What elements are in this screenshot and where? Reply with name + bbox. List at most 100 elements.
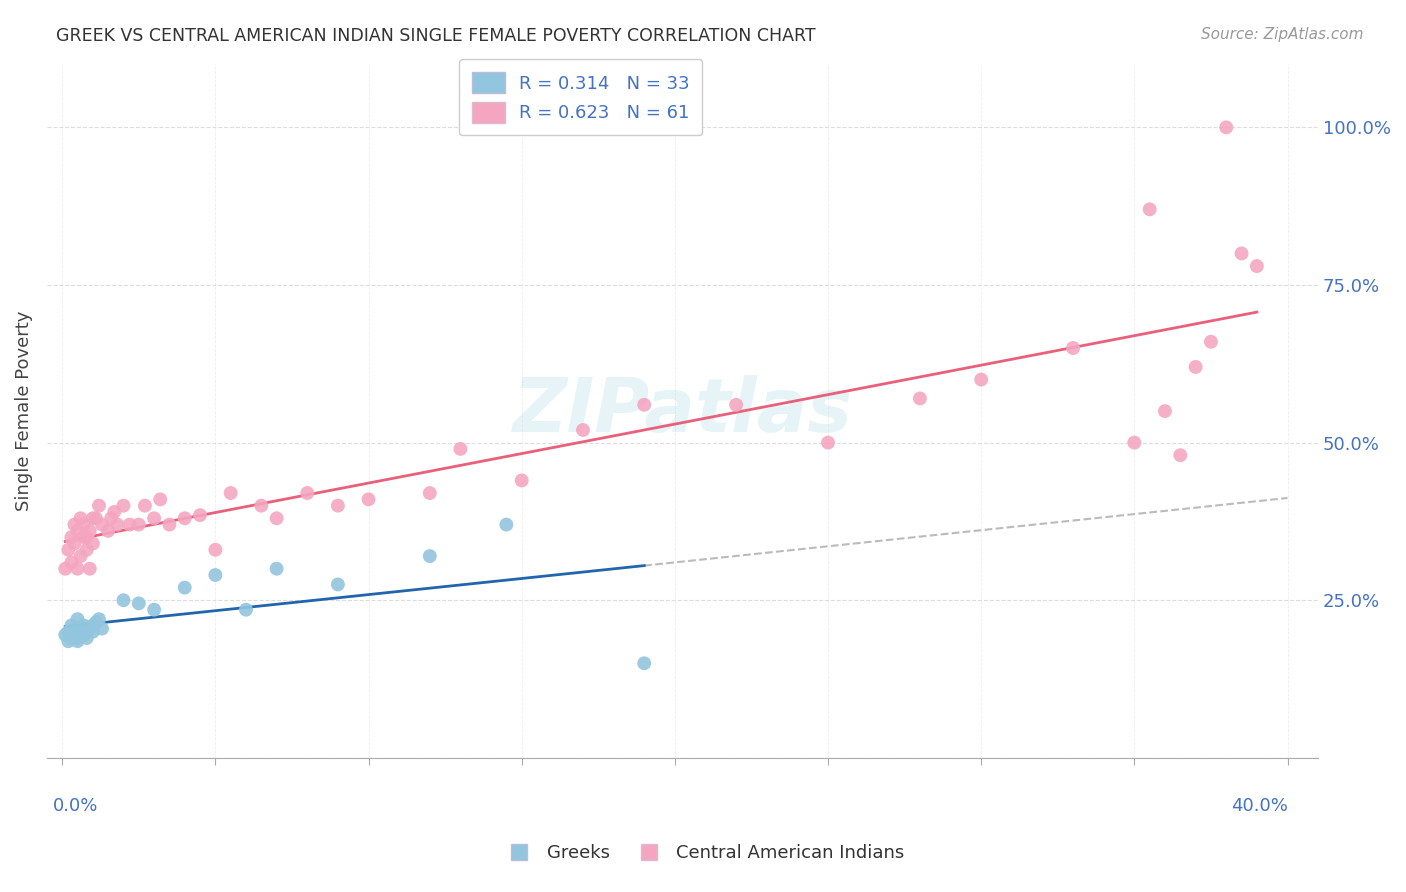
Point (725, 398, 748, 412)
Point (100, 511, 122, 525)
Legend: R = 0.314   N = 33, R = 0.623   N = 61: R = 0.314 N = 33, R = 0.623 N = 61 (460, 60, 702, 136)
Point (1246, 259, 1268, 273)
Point (53, 628, 76, 642)
Point (76, 542, 98, 557)
Point (149, 492, 172, 507)
Point (817, 435, 839, 450)
Point (84, 615, 107, 630)
Point (66, 524, 89, 538)
Point (219, 486, 242, 500)
Point (143, 603, 166, 617)
Text: ZIPatlas: ZIPatlas (513, 375, 852, 448)
Point (72, 628, 94, 642)
Point (69, 628, 91, 642)
Point (103, 505, 125, 519)
Point (79, 622, 101, 636)
Point (266, 562, 288, 576)
Point (118, 517, 141, 532)
Point (235, 603, 257, 617)
Point (1184, 359, 1206, 374)
Point (53, 562, 76, 576)
Point (572, 423, 595, 437)
Point (66, 612, 89, 626)
Point (66, 562, 89, 576)
Point (266, 511, 288, 525)
Point (76, 530, 98, 544)
Point (204, 568, 226, 582)
Point (82, 536, 104, 550)
Point (58, 624, 80, 639)
Point (134, 499, 156, 513)
Text: Source: ZipAtlas.com: Source: ZipAtlas.com (1201, 27, 1364, 42)
Point (79, 524, 101, 538)
Point (72, 530, 94, 544)
Point (84, 511, 107, 525)
Point (1154, 404, 1177, 418)
Point (357, 492, 380, 507)
Point (173, 581, 195, 595)
Point (633, 657, 655, 671)
Point (419, 549, 441, 563)
Point (69, 549, 91, 563)
Point (66, 634, 89, 648)
Point (60, 555, 83, 569)
Point (173, 511, 195, 525)
Point (58, 634, 80, 648)
Point (970, 373, 993, 387)
Point (63, 628, 86, 642)
Point (1123, 435, 1146, 450)
Point (326, 577, 349, 591)
Legend: Greeks, Central American Indians: Greeks, Central American Indians (494, 838, 912, 870)
Point (72, 517, 94, 532)
Point (112, 499, 135, 513)
Text: 40.0%: 40.0% (1230, 797, 1288, 815)
Point (250, 499, 273, 513)
Point (82, 624, 104, 639)
Point (87, 499, 110, 513)
Point (495, 517, 517, 532)
Point (1168, 448, 1191, 462)
Point (91, 517, 114, 532)
Point (204, 542, 226, 557)
Point (633, 398, 655, 412)
Point (128, 517, 150, 532)
Point (1199, 334, 1222, 349)
Point (297, 486, 319, 500)
Point (63, 624, 86, 639)
Point (143, 511, 166, 525)
Text: GREEK VS CENTRAL AMERICAN INDIAN SINGLE FEMALE POVERTY CORRELATION CHART: GREEK VS CENTRAL AMERICAN INDIAN SINGLE … (56, 27, 815, 45)
Point (419, 486, 441, 500)
Point (128, 596, 150, 610)
Point (60, 618, 83, 632)
Point (82, 618, 104, 632)
Point (69, 624, 91, 639)
Y-axis label: Single Female Poverty: Single Female Poverty (15, 311, 32, 511)
Point (112, 593, 135, 607)
Point (79, 562, 101, 576)
Point (1215, 120, 1237, 135)
Point (326, 499, 349, 513)
Point (1062, 341, 1084, 355)
Point (63, 517, 86, 532)
Point (76, 622, 98, 636)
Point (97, 524, 120, 538)
Point (69, 511, 91, 525)
Point (91, 622, 114, 636)
Point (510, 474, 533, 488)
Point (76, 631, 98, 645)
Point (188, 508, 211, 522)
Point (66, 631, 89, 645)
Point (72, 618, 94, 632)
Point (63, 536, 86, 550)
Point (58, 542, 80, 557)
Point (60, 631, 83, 645)
Point (1139, 202, 1161, 217)
Text: 0.0%: 0.0% (53, 797, 98, 815)
Point (82, 511, 104, 525)
Point (105, 517, 128, 532)
Point (1230, 246, 1253, 260)
Point (908, 392, 931, 406)
Point (87, 612, 110, 626)
Point (157, 517, 180, 532)
Point (449, 442, 471, 456)
